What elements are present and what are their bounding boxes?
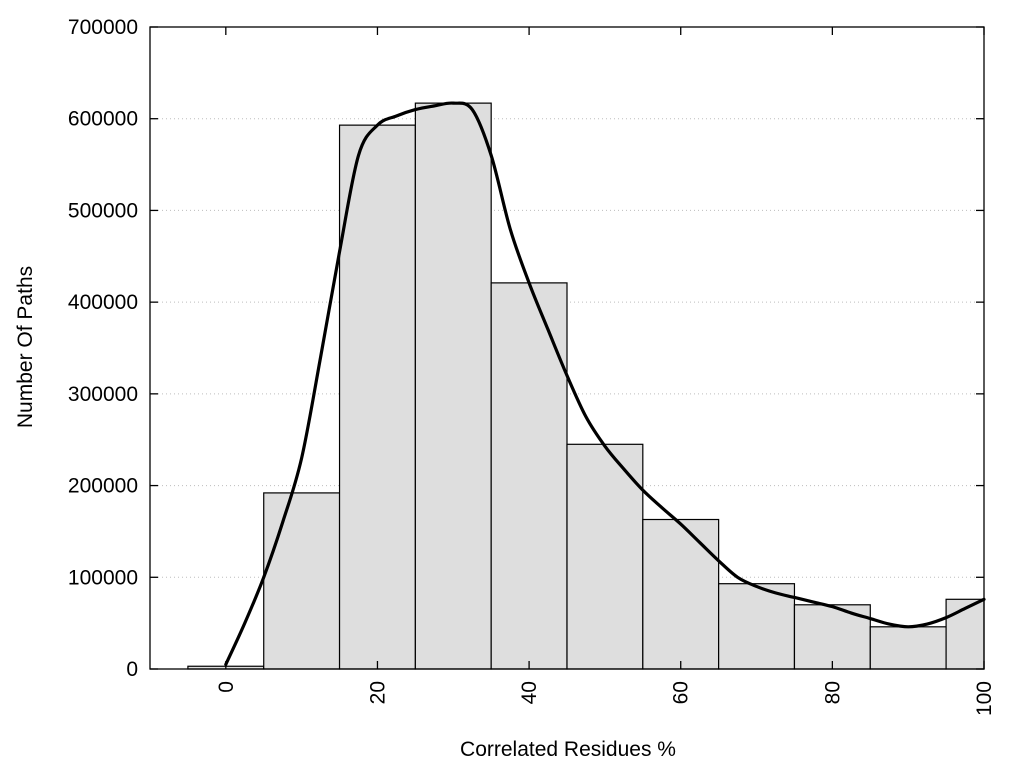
- histogram-bar: [718, 583, 796, 670]
- x-tick-label: 100: [973, 681, 996, 716]
- histogram-bar: [566, 443, 644, 670]
- x-axis-label: Correlated Residues %: [460, 738, 676, 761]
- x-axis: 0 20 40 60 80 100: [215, 27, 996, 716]
- y-tick-label: 400000: [68, 291, 138, 314]
- y-axis: 0 100000 200000 300000 400000 500000 600000 700…: [68, 16, 984, 681]
- x-tick-label: 20: [366, 681, 389, 704]
- y-tick-label: 600000: [68, 108, 138, 131]
- y-tick-label: 300000: [68, 383, 138, 406]
- density-curve: [224, 101, 986, 667]
- histogram-bar: [642, 518, 720, 670]
- y-tick-label: 700000: [68, 16, 138, 39]
- histogram-bars: [187, 102, 985, 670]
- x-tick-label: 80: [821, 681, 844, 704]
- y-tick-label: 0: [126, 658, 138, 681]
- y-tick-label: 100000: [68, 566, 138, 589]
- y-axis-label: Number Of Paths: [14, 266, 37, 428]
- density-curve-layer: [224, 101, 986, 667]
- x-tick-label: 0: [215, 681, 238, 693]
- plot-frame: [149, 26, 985, 670]
- histogram-bar: [869, 626, 947, 670]
- histogram-bar: [263, 492, 341, 670]
- y-tick-label: 500000: [68, 199, 138, 222]
- histogram-bar: [414, 102, 492, 670]
- x-tick-label: 60: [670, 681, 693, 704]
- x-tick-label: 40: [518, 681, 541, 704]
- histogram-bar: [490, 282, 568, 670]
- y-tick-label: 200000: [68, 475, 138, 498]
- histogram-bar: [338, 124, 416, 670]
